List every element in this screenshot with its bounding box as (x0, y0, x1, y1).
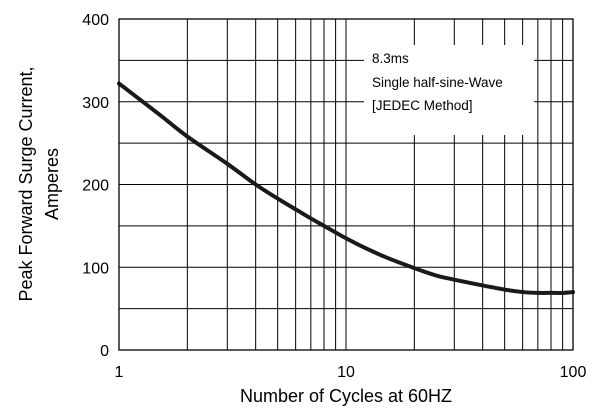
x-tick-label: 1 (115, 364, 124, 381)
x-tick-label: 10 (337, 364, 355, 381)
series-layer (117, 81, 575, 295)
y-axis-title-line-1: Peak Forward Surge Current, (16, 66, 36, 301)
y-axis-title-line-2: Amperes (42, 148, 62, 220)
x-tick-label: 100 (560, 364, 587, 381)
annotation-box (364, 45, 534, 135)
tick-labels: 0 100 200 300 400 1 10 100 (82, 12, 586, 381)
annotation-line-1: 8.3ms (372, 51, 409, 66)
annotation-line-2: Single half-sine-Wave (372, 75, 503, 90)
y-tick-label: 300 (82, 95, 109, 112)
annotation-line-3: [JEDEC Method] (372, 98, 473, 113)
y-tick-label: 0 (100, 343, 109, 360)
y-tick-label: 200 (82, 178, 109, 195)
y-tick-label: 400 (82, 12, 109, 29)
y-tick-label: 100 (82, 260, 109, 277)
surge-current-curve (117, 81, 575, 295)
x-axis-title: Number of Cycles at 60HZ (240, 386, 452, 406)
plot-frame (118, 18, 574, 351)
